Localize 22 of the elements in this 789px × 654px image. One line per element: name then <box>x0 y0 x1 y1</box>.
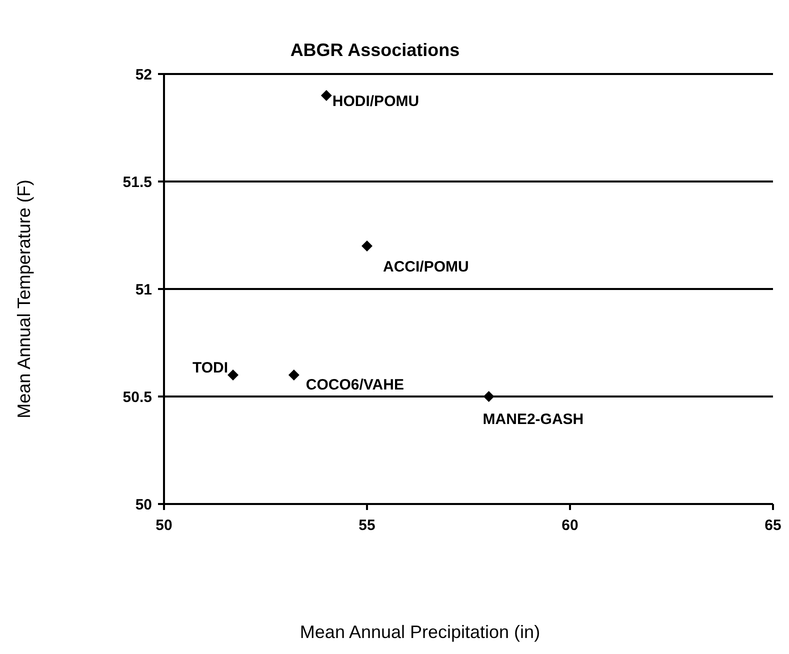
annotation: ACCI/POMU <box>383 258 469 276</box>
x-tick-label: 50 <box>156 517 172 534</box>
y-tick-label: 51 <box>135 281 152 298</box>
x-axis-title: Mean Annual Precipitation (in) <box>300 622 540 642</box>
y-tick-label: 52 <box>135 66 152 84</box>
y-tick-label: 50.5 <box>122 388 152 406</box>
x-tick-label: 65 <box>764 517 782 534</box>
point <box>288 370 300 380</box>
y-axis-title: Mean Annual Temperature (F) <box>14 180 34 418</box>
annotation: MANE2-GASH <box>482 410 584 428</box>
y-tick-label: 50 <box>135 496 152 514</box>
point <box>228 370 238 380</box>
point <box>483 391 494 402</box>
annotation: TODI <box>192 359 228 376</box>
annotation: COCO6/VAHE <box>306 376 404 394</box>
y-tick-label: 51.5 <box>122 174 152 191</box>
x-tick-label: 55 <box>358 517 376 534</box>
x-tick-label: 60 <box>562 517 578 534</box>
chart-title: ABGR Associations <box>290 40 460 60</box>
point <box>362 240 372 252</box>
annotation: HODI/POMU <box>332 92 420 110</box>
point <box>320 90 332 101</box>
